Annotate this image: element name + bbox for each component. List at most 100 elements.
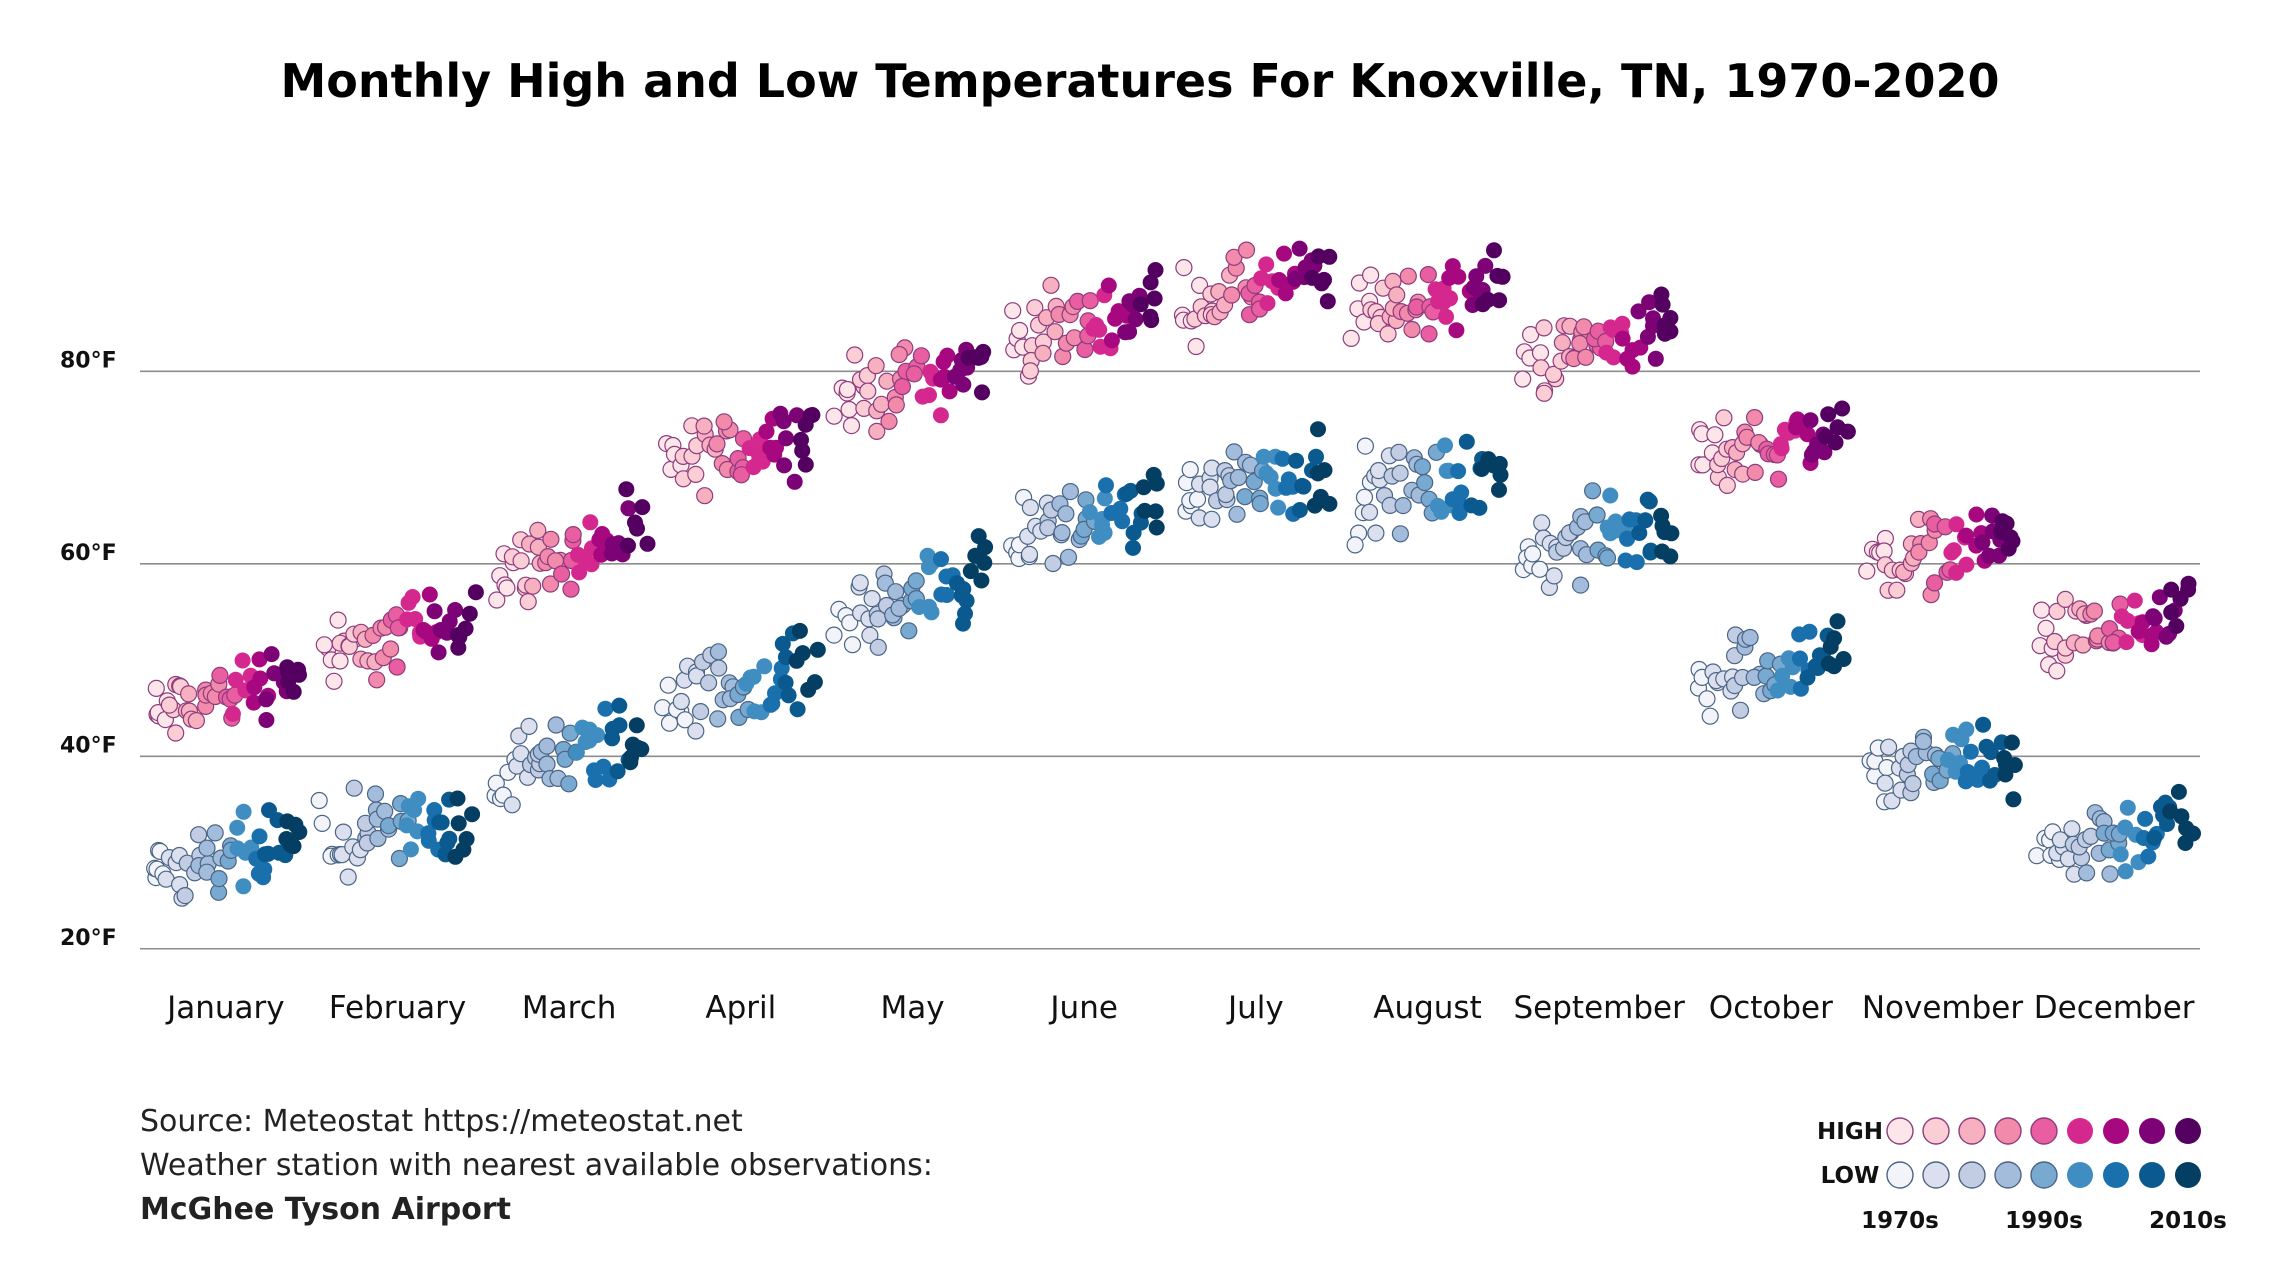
low-point-march bbox=[611, 717, 628, 734]
y-tick-label: 80°F bbox=[60, 348, 117, 373]
low-point-july bbox=[1181, 461, 1199, 479]
high-point-october bbox=[1802, 412, 1819, 429]
low-point-april bbox=[691, 702, 710, 721]
high-point-june bbox=[1127, 311, 1144, 328]
high-point-april bbox=[786, 473, 803, 490]
low-point-august bbox=[1471, 499, 1488, 516]
high-point-february bbox=[382, 640, 400, 658]
low-point-july bbox=[1228, 505, 1246, 523]
high-point-october bbox=[1773, 440, 1790, 457]
high-point-may bbox=[905, 365, 923, 383]
low-point-february bbox=[376, 802, 394, 820]
low-point-may bbox=[843, 636, 862, 654]
low-point-november bbox=[2006, 757, 2023, 773]
low-point-january bbox=[285, 838, 302, 855]
high-point-august bbox=[1491, 292, 1508, 309]
high-point-october bbox=[1820, 406, 1837, 423]
high-point-january bbox=[167, 724, 185, 742]
high-point-september bbox=[1531, 344, 1550, 362]
high-point-january bbox=[224, 705, 241, 722]
high-point-september bbox=[1624, 358, 1641, 375]
low-point-july bbox=[1288, 452, 1305, 469]
low-point-february bbox=[334, 823, 352, 841]
y-tick-label: 40°F bbox=[60, 733, 117, 758]
x-tick-label: October bbox=[1709, 990, 1833, 1026]
high-point-september bbox=[1535, 384, 1553, 402]
high-point-september bbox=[1662, 310, 1679, 326]
low-point-february bbox=[464, 806, 481, 823]
high-point-january bbox=[285, 683, 302, 700]
low-point-march bbox=[622, 754, 639, 771]
high-point-september bbox=[1662, 323, 1679, 340]
low-point-february bbox=[345, 779, 363, 797]
low-point-april bbox=[806, 674, 823, 691]
low-point-august bbox=[1491, 481, 1507, 498]
high-point-january bbox=[187, 711, 205, 730]
low-point-october bbox=[1826, 630, 1843, 647]
low-point-june bbox=[1044, 554, 1062, 573]
low-point-june bbox=[1148, 519, 1165, 536]
high-point-july bbox=[1271, 272, 1288, 288]
low-point-january bbox=[176, 886, 194, 905]
low-point-november bbox=[1904, 774, 1922, 793]
low-point-june bbox=[1053, 523, 1071, 542]
high-point-may bbox=[842, 417, 861, 435]
low-point-august bbox=[1437, 437, 1453, 454]
high-point-february bbox=[331, 652, 349, 670]
low-point-march bbox=[547, 716, 565, 734]
high-point-july bbox=[1277, 285, 1294, 302]
low-point-april bbox=[809, 641, 826, 658]
low-point-april bbox=[709, 710, 727, 728]
high-point-july bbox=[1187, 337, 1205, 356]
low-point-october bbox=[1774, 667, 1791, 684]
high-point-october bbox=[1746, 463, 1764, 481]
high-point-july bbox=[1223, 286, 1241, 304]
low-point-march bbox=[520, 717, 538, 736]
low-point-april bbox=[774, 635, 791, 652]
high-point-november bbox=[1888, 581, 1906, 599]
legend-low-swatch bbox=[2030, 1161, 2058, 1189]
high-point-january bbox=[245, 694, 262, 711]
x-tick-label: July bbox=[1226, 990, 1284, 1026]
high-point-march bbox=[564, 525, 582, 544]
x-tick-label: August bbox=[1373, 990, 1482, 1026]
high-point-june bbox=[1147, 262, 1164, 278]
low-point-august bbox=[1355, 488, 1374, 506]
high-point-march bbox=[552, 565, 571, 583]
low-point-september bbox=[1545, 567, 1563, 585]
low-point-august bbox=[1413, 458, 1432, 476]
low-point-may bbox=[861, 626, 879, 644]
high-point-january bbox=[251, 651, 268, 668]
low-point-august bbox=[1390, 443, 1408, 461]
high-point-december bbox=[2032, 601, 2051, 619]
legend-swatches bbox=[1886, 1117, 2201, 1189]
x-tick-label: January bbox=[165, 990, 285, 1026]
low-point-may bbox=[851, 574, 869, 592]
high-point-february bbox=[430, 644, 447, 661]
low-point-november bbox=[1876, 774, 1894, 792]
low-point-june bbox=[1096, 490, 1113, 507]
high-point-april bbox=[797, 456, 814, 473]
high-point-november bbox=[1968, 506, 1985, 523]
low-point-may bbox=[938, 587, 955, 603]
low-point-june bbox=[1122, 482, 1139, 499]
low-point-november bbox=[1975, 716, 1992, 733]
low-point-july bbox=[1255, 448, 1272, 465]
low-point-march bbox=[589, 727, 606, 744]
high-point-march bbox=[512, 552, 530, 570]
high-point-june bbox=[1100, 277, 1117, 294]
low-point-august bbox=[1367, 524, 1385, 542]
low-point-december bbox=[2185, 825, 2201, 842]
low-point-december bbox=[2112, 846, 2129, 863]
low-point-october bbox=[1799, 669, 1816, 686]
high-point-april bbox=[778, 430, 794, 447]
low-point-april bbox=[659, 676, 677, 694]
legend-decade-1990s: 1990s bbox=[2005, 1208, 2083, 1234]
high-point-september bbox=[1647, 350, 1664, 367]
low-point-may bbox=[955, 615, 971, 632]
x-tick-label: December bbox=[2034, 990, 2195, 1026]
high-point-december bbox=[2168, 618, 2185, 634]
low-point-march bbox=[587, 772, 604, 788]
high-point-april bbox=[758, 423, 775, 440]
low-point-august bbox=[1453, 484, 1470, 501]
